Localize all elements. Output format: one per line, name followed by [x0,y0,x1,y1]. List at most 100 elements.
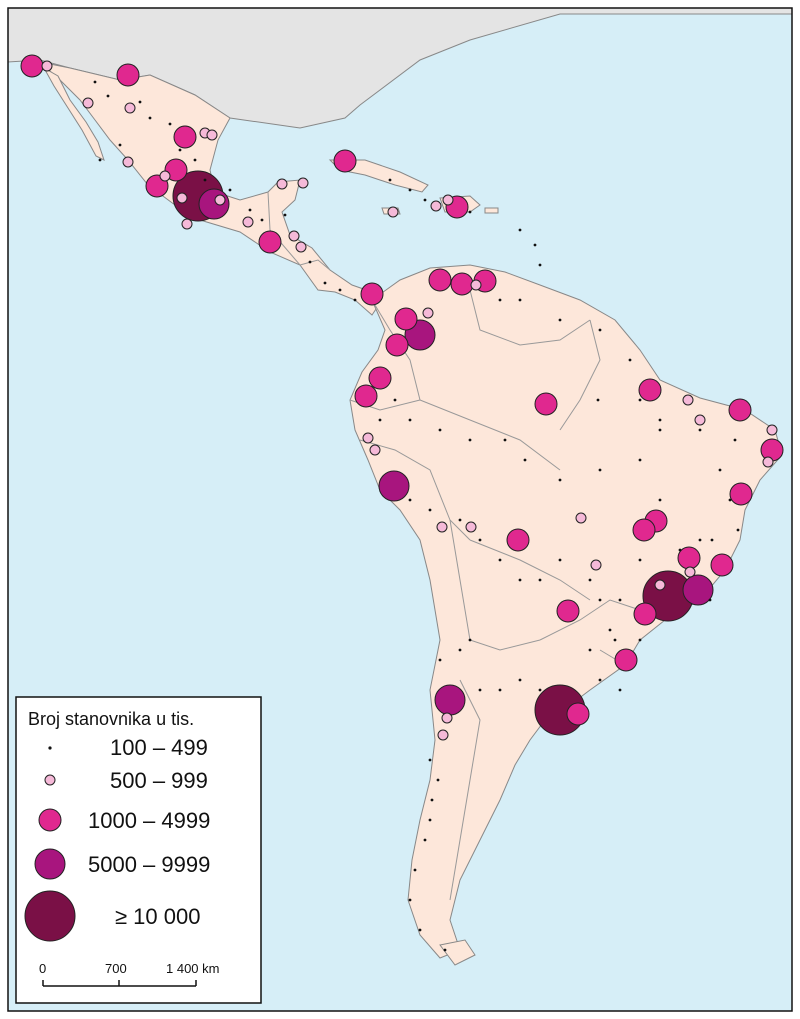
scale-tick-0: 0 [39,961,46,976]
city-marker [678,548,682,552]
city-marker [762,456,774,468]
city-marker [353,298,357,302]
city-marker [558,558,562,562]
city-marker [333,149,357,173]
city-marker [297,177,309,189]
city-marker [118,143,122,147]
city-marker [430,798,434,802]
city-marker [618,598,622,602]
city-marker [443,948,447,952]
city-marker [193,158,197,162]
city-marker [408,418,412,422]
city-marker [434,684,466,716]
city-marker [538,688,542,692]
city-marker [638,458,642,462]
city-marker [566,702,590,726]
city-marker [413,868,417,872]
city-marker [378,418,382,422]
city-marker [394,307,418,331]
city-marker [718,468,722,472]
city-marker [422,307,434,319]
city-marker [387,206,399,218]
city-marker [385,333,409,357]
city-marker [418,928,422,932]
city-marker [258,230,282,254]
city-marker [518,228,522,232]
city-marker [441,712,453,724]
city-marker [498,298,502,302]
city-marker [228,188,232,192]
city-marker [613,638,617,642]
city-marker [164,158,188,182]
city-marker [478,538,482,542]
city-marker [760,438,784,462]
city-marker [633,602,657,626]
city-marker [598,468,602,472]
city-marker [556,599,580,623]
city-marker [465,521,477,533]
city-marker [503,438,507,442]
city-marker [468,438,472,442]
city-marker [323,281,327,285]
city-marker [408,898,412,902]
city-marker [682,574,714,606]
city-marker [436,521,448,533]
city-marker [590,559,602,571]
city-marker [378,470,410,502]
city-marker [468,210,472,214]
city-marker [684,566,696,578]
city-marker [608,628,612,632]
tierra-del-fuego [439,939,476,966]
scale-bar: 0 700 1 400 km [39,961,219,987]
city-marker [614,648,638,672]
city-marker [658,418,662,422]
city-marker [538,578,542,582]
city-marker [638,558,642,562]
city-marker [354,384,378,408]
city-marker [682,394,694,406]
city-marker [248,208,252,212]
city-marker [518,298,522,302]
city-marker [736,528,740,532]
north-america-landmass [7,7,793,129]
city-marker [638,398,642,402]
city-marker [423,198,427,202]
legend-label-10000: ≥ 10 000 [115,904,200,929]
city-marker [698,538,702,542]
city-marker [428,508,432,512]
city-marker [458,518,462,522]
legend: Broj stanovnika u tis. 100 – 499 500 – 9… [15,696,262,1004]
city-marker [362,432,374,444]
city-marker [388,178,392,182]
city-marker [393,398,397,402]
city-marker [450,272,474,296]
city-marker [20,54,44,78]
legend-frame [15,696,262,1004]
scale-tick-700: 700 [105,961,127,976]
city-marker [558,318,562,322]
legend-label-5000-9999: 5000 – 9999 [88,852,210,877]
city-marker [558,478,562,482]
legend-label-1000-4999: 1000 – 4999 [88,808,210,833]
city-marker [618,688,622,692]
city-marker [360,282,384,306]
city-marker [338,288,342,292]
city-marker [148,116,152,120]
city-marker [442,194,454,206]
city-marker [428,758,432,762]
city-marker [124,102,136,114]
city-marker [369,444,381,456]
city-marker [242,216,254,228]
city-marker [638,378,662,402]
city-marker [176,192,188,204]
city-marker [766,424,778,436]
city-marker [260,218,264,222]
city-marker [428,818,432,822]
city-marker [428,268,452,292]
city-marker [728,498,732,502]
city-marker [710,538,714,542]
city-marker [478,688,482,692]
city-marker [538,263,542,267]
city-marker [295,241,307,253]
